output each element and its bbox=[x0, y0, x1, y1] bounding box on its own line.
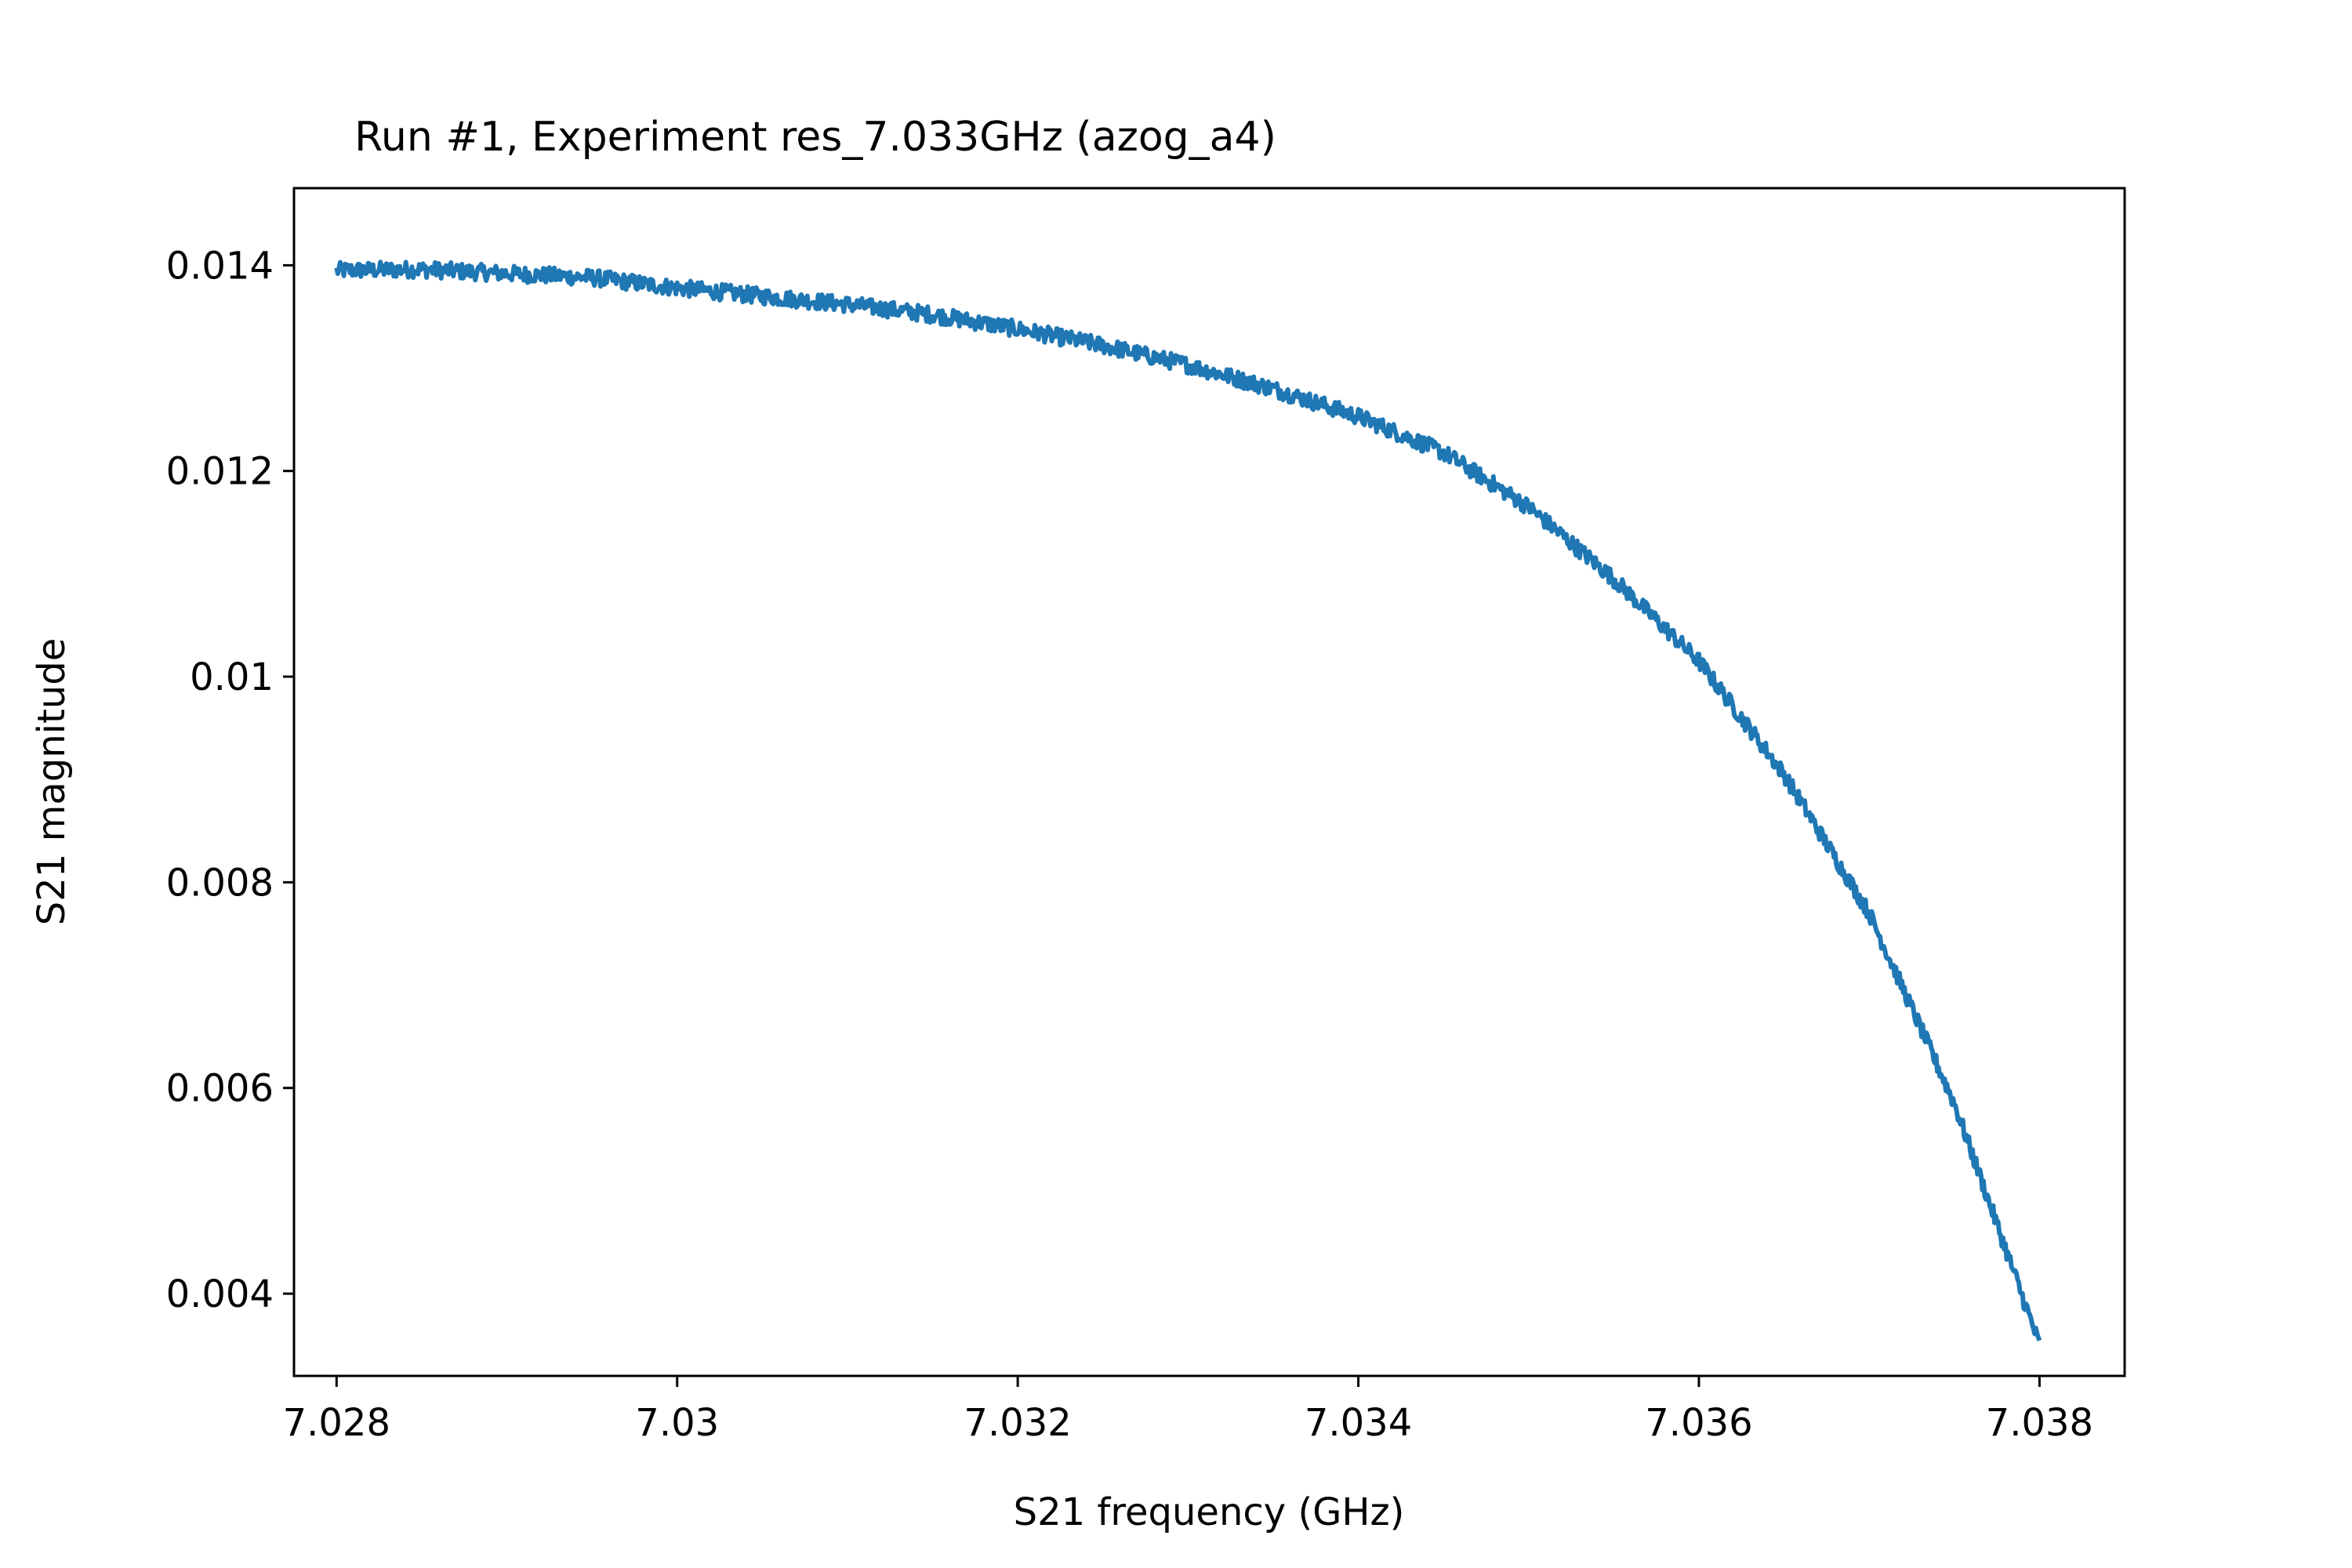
y-tick-label: 0.01 bbox=[190, 655, 274, 699]
x-tick-label: 7.036 bbox=[1645, 1401, 1752, 1445]
x-tick-label: 7.034 bbox=[1305, 1401, 1412, 1445]
y-tick-label: 0.014 bbox=[166, 244, 274, 288]
y-tick-label: 0.006 bbox=[166, 1067, 274, 1111]
chart-title: Run #1, Experiment res_7.033GHz (azog_a4… bbox=[354, 114, 1276, 161]
y-axis: 0.004 0.006 0.008 0.01 0.012 0.014 bbox=[166, 244, 294, 1316]
plot-area bbox=[334, 260, 2042, 1341]
y-tick-label: 0.008 bbox=[166, 861, 274, 905]
y-axis-label: S21 magnitude bbox=[30, 638, 74, 925]
x-axis-label: S21 frequency (GHz) bbox=[1014, 1490, 1405, 1534]
y-tick-label: 0.012 bbox=[166, 450, 274, 494]
y-tick-label: 0.004 bbox=[166, 1272, 274, 1316]
x-tick-label: 7.038 bbox=[1986, 1401, 2093, 1445]
x-tick-label: 7.03 bbox=[635, 1401, 719, 1445]
x-axis: 7.028 7.03 7.032 7.034 7.036 7.038 bbox=[283, 1376, 2093, 1445]
plot-frame bbox=[292, 187, 2126, 1377]
x-tick-label: 7.028 bbox=[283, 1401, 390, 1445]
series-line bbox=[334, 260, 2042, 1341]
x-tick-label: 7.032 bbox=[964, 1401, 1071, 1445]
